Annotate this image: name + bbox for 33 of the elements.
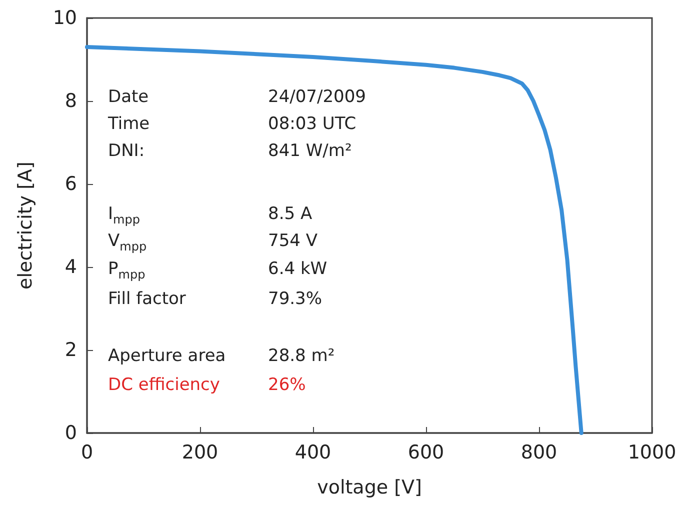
x-tick-label: 1000 bbox=[628, 442, 676, 464]
x-tick-label: 400 bbox=[294, 442, 332, 464]
y-tick-label: 0 bbox=[64, 422, 77, 444]
y-tick-label: 8 bbox=[64, 90, 77, 112]
x-tick-label: 200 bbox=[182, 442, 218, 464]
annotation: Time bbox=[108, 114, 150, 134]
annotation: 841 W/m² bbox=[268, 141, 352, 161]
annotation: DC efficiency bbox=[108, 375, 220, 395]
line-series bbox=[85, 45, 584, 435]
y-tick-label: 2 bbox=[64, 339, 77, 361]
annotation: V$_{mpp}$ bbox=[108, 231, 147, 254]
x-tick-label: 0 bbox=[80, 442, 94, 464]
annotation: DNI: bbox=[108, 141, 145, 161]
annotation: Aperture area bbox=[108, 346, 226, 366]
annotation: 28.8 m² bbox=[268, 346, 335, 366]
annotation: 8.5 A bbox=[268, 204, 312, 224]
annotation: 26% bbox=[268, 375, 306, 395]
y-tick-label: 6 bbox=[64, 173, 77, 195]
x-tick-label: 800 bbox=[520, 442, 558, 464]
x-tick-label: 600 bbox=[408, 442, 444, 464]
y-tick-label: 4 bbox=[64, 256, 77, 278]
y-axis-title: electricity [A] bbox=[14, 162, 36, 290]
annotation: 08:03 UTC bbox=[268, 114, 356, 134]
annotation: 79.3% bbox=[268, 289, 322, 309]
annotation: Date bbox=[108, 87, 149, 107]
annotation: 754 V bbox=[268, 231, 318, 251]
annotation: 24/07/2009 bbox=[268, 87, 366, 107]
annotation: I$_{mpp}$ bbox=[108, 204, 140, 226]
y-tick-label: 10 bbox=[52, 7, 77, 29]
x-axis-title: voltage [V] bbox=[317, 476, 422, 498]
annotation: 6.4 kW bbox=[268, 259, 328, 279]
annotation: Fill factor bbox=[108, 289, 186, 309]
annotation: P$_{mpp}$ bbox=[108, 259, 146, 282]
